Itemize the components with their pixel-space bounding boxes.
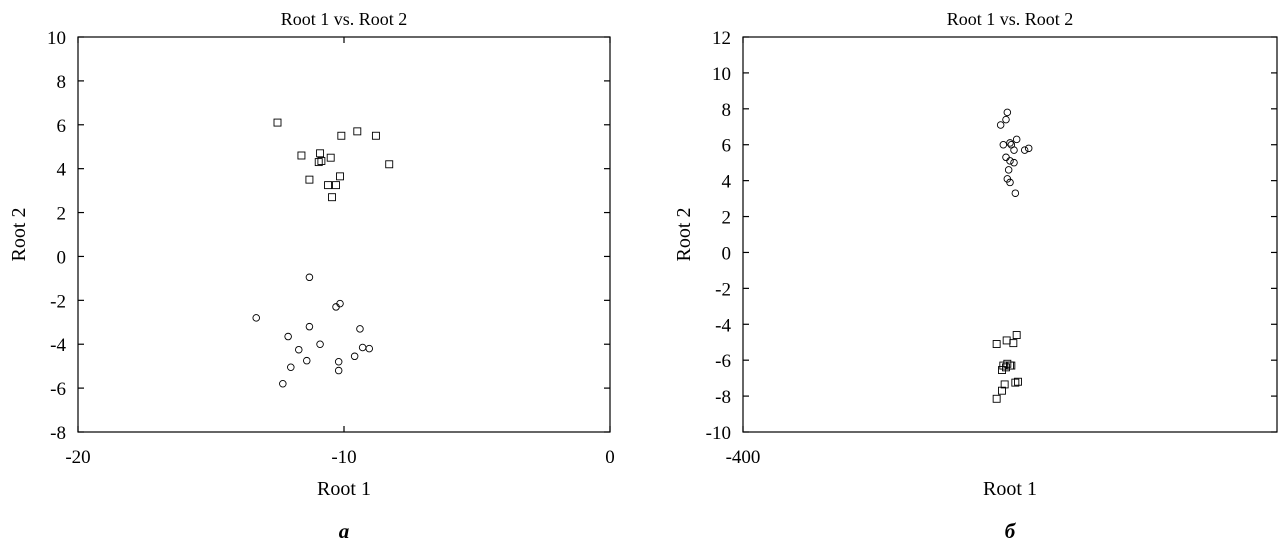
panel-2-y-tick-label: 12 [712,28,731,49]
panel-1-data-point-circle [334,366,343,375]
panel-1-x-tick-label: -10 [331,447,356,468]
panel-1-chart-title: Root 1 vs. Root 2 [281,9,408,29]
panel-1-data-point-square [337,131,346,140]
panel-2-y-tick-label: -8 [715,387,731,408]
panel-1-data-point-circle [350,352,359,361]
panel-1-data-point-square [305,175,314,184]
panel-2-data-point-circle [1004,166,1013,174]
panel-2-y-tick-label: 8 [722,100,732,121]
panel-1-data-point-circle [252,314,260,322]
panel-2-y-axis-label: Root 2 [673,208,695,262]
panel-1-data-point-square [328,193,336,202]
panel-2-data-point-square [1012,331,1021,339]
panel-2-data-point-circle [1002,153,1010,162]
panel-1-data-point-circle [305,273,314,282]
panel-1-x-axis-label: Root 1 [317,478,371,500]
panel-2-data-point-circle [1006,157,1014,165]
panel-1-data-point-circle [332,303,340,311]
panel-2-data-point-circle [1012,135,1021,144]
panel-2-data-point-square [1011,378,1020,387]
panel-2-data-point-square [1009,339,1018,348]
panel-2-x-tick-label: -400 [726,447,761,468]
panel-1-x-tick-label: -20 [65,447,90,468]
panel-2-plot-frame [742,36,1278,433]
panel-1-data-point-circle [365,344,374,353]
panel-1-data-point-square [326,153,335,162]
panel-2-data-point-square [992,340,1001,348]
panel-1-y-tick-label: 2 [57,204,67,225]
panel-2-y-tick-label: 6 [722,136,732,157]
panel-2-data-point-square [1000,380,1009,389]
panel-2-data-point-circle [1024,144,1033,153]
panel-1-y-tick-label: 4 [57,160,67,181]
panel-2-data-point-circle [1002,115,1010,124]
panel-1-data-point-circle [295,345,303,354]
panel-1-data-point-square [273,118,282,127]
panel-1-data-point-square [324,181,332,190]
panel-2-data-point-square [1014,377,1022,386]
panel-1-y-tick-label: -8 [50,423,66,444]
panel-1-plot-frame [77,36,611,433]
panel-1-y-tick-label: -6 [50,379,66,400]
panel-1-data-point-square [314,158,323,167]
panel-1-y-tick-label: 8 [57,72,67,93]
panel-2-data-point-square [1006,361,1014,370]
panel-2-data-point-circle [999,140,1008,149]
panel-2-chart-title: Root 1 vs. Root 2 [947,9,1074,29]
panel-1-data-point-square [385,160,394,169]
panel-2-data-point-circle [1006,139,1014,147]
panel-1-y-tick-label: -2 [50,291,66,312]
panel-1-y-tick-label: 0 [57,247,67,268]
panel-1-data-point-circle [334,358,343,366]
panel-2-data-point-square [998,386,1006,395]
panel-2-data-point-circle [996,121,1005,129]
panel-1-x-tick-label: 0 [605,447,615,468]
panel-1-y-tick-label: 10 [47,28,66,49]
panel-1-data-point-square [316,149,325,158]
panel-1-data-point-square [317,157,326,165]
panel-2-y-tick-label: -10 [706,423,731,444]
panel-2-data-point-square [1002,363,1010,372]
panel-2-x-axis-label: Root 1 [983,478,1037,500]
panel-2-data-point-circle [1020,146,1029,154]
panel-1-data-point-circle [358,343,367,352]
panel-2-y-tick-label: 2 [722,208,732,229]
panel-2-data-point-circle [1003,108,1012,117]
panel-1-data-point-circle [356,325,364,333]
panel-2-data-point-square [992,394,1001,403]
panel-2-y-tick-label: -2 [715,279,731,300]
panel-1-data-point-square [332,181,340,190]
panel-1-y-tick-label: 6 [57,116,67,137]
panel-1-data-point-circle [305,322,314,331]
panel-2-y-tick-label: -6 [715,351,731,372]
panel-2-data-point-square [1002,336,1011,345]
panel-2-data-point-circle [1006,178,1014,187]
panel-2-data-point-circle [1011,189,1020,197]
panel-1-panel-letter: a [339,519,350,543]
panel-1-data-point-square [371,131,380,140]
panel-1-data-point-circle [287,363,295,372]
panel-2-y-tick-label: -4 [715,315,731,336]
panel-1-data-point-circle [284,332,292,341]
panel-1-y-axis-label: Root 2 [8,208,30,262]
panel-1-data-point-circle [316,340,324,348]
panel-1-data-point-circle [303,356,311,365]
panel-1-data-point-square [353,127,362,136]
panel-2-y-tick-label: 4 [722,172,732,193]
panel-1-data-point-square [336,172,344,181]
panel-2-data-point-circle [1010,158,1018,167]
panel-2-panel-letter: б [1005,519,1017,543]
panel-1-data-point-circle [279,379,287,388]
panel-2-data-point-circle [1010,146,1018,154]
panel-2-data-point-square [998,366,1006,375]
panel-1-data-point-square [297,151,306,160]
panel-1-y-tick-label: -4 [50,335,66,356]
panel-2-y-tick-label: 10 [712,64,731,85]
panel-2-y-tick-label: 0 [722,243,732,264]
